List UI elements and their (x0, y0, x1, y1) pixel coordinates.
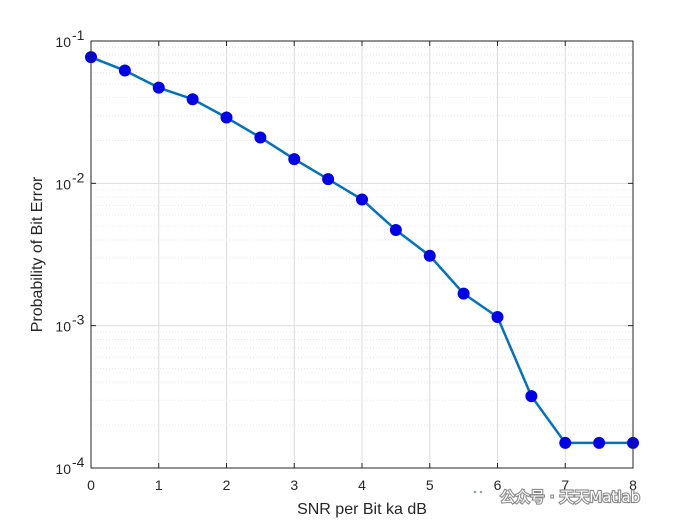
y-tick-exponent: -4 (72, 454, 85, 470)
watermark: 公众号 · 天天Matlab (469, 486, 641, 507)
x-tick-label: 8 (629, 477, 637, 493)
series-layer (85, 51, 639, 449)
data-point (254, 131, 267, 144)
y-tick-exponent: -2 (72, 169, 85, 185)
x-tick-label: 3 (290, 477, 298, 493)
y-tick-label: 10 (55, 461, 71, 477)
data-point (593, 436, 606, 449)
x-tick-label: 2 (223, 477, 231, 493)
data-point (491, 311, 504, 324)
y-tick-label: 10 (55, 319, 71, 335)
x-tick-label: 7 (561, 477, 569, 493)
data-point (525, 390, 538, 403)
data-point (152, 81, 165, 94)
x-tick-label: 5 (426, 477, 434, 493)
x-axis-label: SNR per Bit ka dB (297, 501, 427, 518)
data-point (288, 153, 301, 166)
data-point (322, 173, 335, 186)
y-tick-label: 10 (55, 34, 71, 50)
data-point (457, 287, 470, 300)
tick-layer: 0 1 2 3 4 5 6 7 810-410-310-210-1 (55, 27, 637, 493)
data-point (220, 111, 233, 124)
wechat-icon (469, 486, 494, 506)
data-point (186, 93, 199, 106)
data-point (559, 436, 572, 449)
data-point (389, 224, 402, 237)
data-point (118, 64, 131, 77)
y-tick-exponent: -3 (72, 312, 85, 328)
x-tick-label: 0 (87, 477, 95, 493)
watermark-text: 公众号 · 天天Matlab (500, 488, 640, 506)
y-tick-exponent: -1 (72, 27, 85, 43)
x-tick-label: 6 (494, 477, 502, 493)
y-tick-label: 10 (55, 176, 71, 192)
x-tick-label: 1 (155, 477, 163, 493)
data-point (423, 249, 436, 262)
y-axis-label: Probability of Bit Error (29, 176, 46, 332)
data-point (356, 193, 368, 206)
x-tick-label: 4 (358, 477, 366, 493)
